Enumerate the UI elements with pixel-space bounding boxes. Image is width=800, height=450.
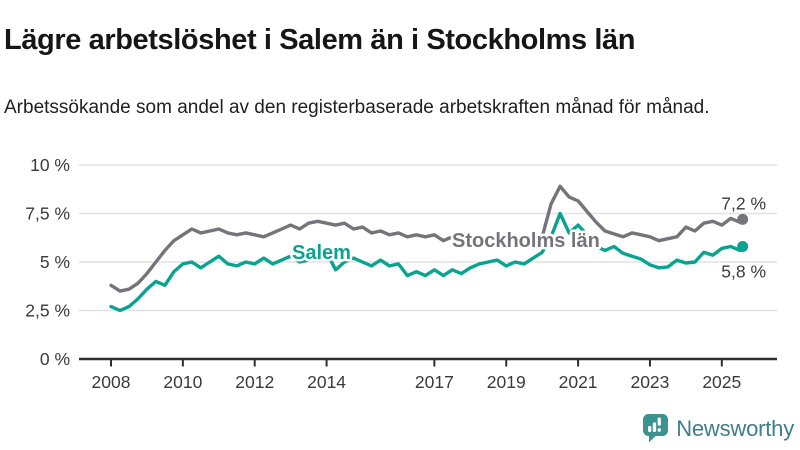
newsworthy-logo-text: Newsworthy [676,415,794,441]
x-tick-label-2008: 2008 [92,372,131,392]
x-tick-label-2014: 2014 [307,372,346,392]
y-tick-label-5: 5 % [40,252,70,272]
x-tick-label-2025: 2025 [702,372,741,392]
y-tick-label-2.5: 2,5 % [25,301,70,321]
series-line-salem [109,211,745,313]
newsworthy-logo: Newsworthy [642,413,794,444]
y-tick-label-0: 0 % [40,349,70,369]
chart-subtitle: Arbetssökande som andel av den registerb… [4,97,710,118]
end-value-label-salem: 5,8 % [721,261,766,281]
x-tick-label-2019: 2019 [487,372,526,392]
x-tick-label-2010: 2010 [163,372,202,392]
x-tick-label-2012: 2012 [235,372,274,392]
x-tick-label-2021: 2021 [559,372,598,392]
series-label-stockholms-l-n: Stockholms län [452,230,600,252]
page-title: Lägre arbetslöshet i Salem än i Stockhol… [4,24,636,57]
end-value-label-stockholms-l-n: 7,2 % [721,193,766,213]
end-dot-salem [737,240,749,252]
series-label-salem: Salem [292,242,351,264]
series-line-stockholms-l-n [109,184,745,293]
x-tick-label-2023: 2023 [630,372,669,392]
x-tick-label-2017: 2017 [415,372,454,392]
newsworthy-logo-icon [643,414,669,443]
y-tick-label-10: 10 % [30,155,70,175]
end-dot-stockholms-l-n [737,213,749,225]
y-tick-label-7.5: 7,5 % [25,204,70,224]
